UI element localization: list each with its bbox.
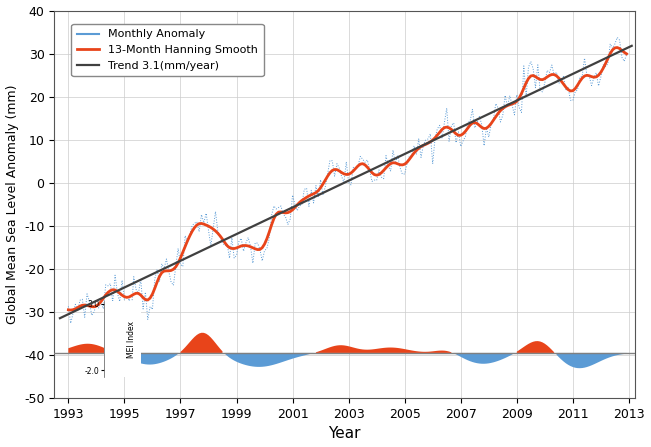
Monthly Anomaly [64,304,72,309]
Monthly Anomaly [613,35,621,40]
Monthly Anomaly [585,73,593,79]
13-Month Hanning Smooth [585,73,593,78]
Monthly Anomaly [67,320,75,326]
13-Month Hanning Smooth [156,274,163,279]
13-Month Hanning Smooth [436,130,443,135]
13-Month Hanning Smooth [613,45,621,50]
13-Month Hanning Smooth [256,247,264,252]
13-Month Hanning Smooth [67,308,75,313]
Monthly Anomaly [104,283,112,288]
13-Month Hanning Smooth [622,51,630,56]
13-Month Hanning Smooth [64,307,72,312]
X-axis label: Year: Year [328,426,361,442]
Y-axis label: Global Mean Sea Level Anomaly (mm): Global Mean Sea Level Anomaly (mm) [6,84,19,324]
Line: 13-Month Hanning Smooth: 13-Month Hanning Smooth [68,47,626,310]
Monthly Anomaly [256,246,264,252]
Monthly Anomaly [90,309,98,315]
13-Month Hanning Smooth [104,290,112,295]
Legend: Monthly Anomaly, 13-Month Hanning Smooth, Trend 3.1(mm/year): Monthly Anomaly, 13-Month Hanning Smooth… [72,24,264,76]
Monthly Anomaly [436,122,443,128]
Monthly Anomaly [156,279,163,284]
Line: Monthly Anomaly: Monthly Anomaly [68,38,626,323]
Monthly Anomaly [622,52,630,57]
13-Month Hanning Smooth [90,304,98,309]
